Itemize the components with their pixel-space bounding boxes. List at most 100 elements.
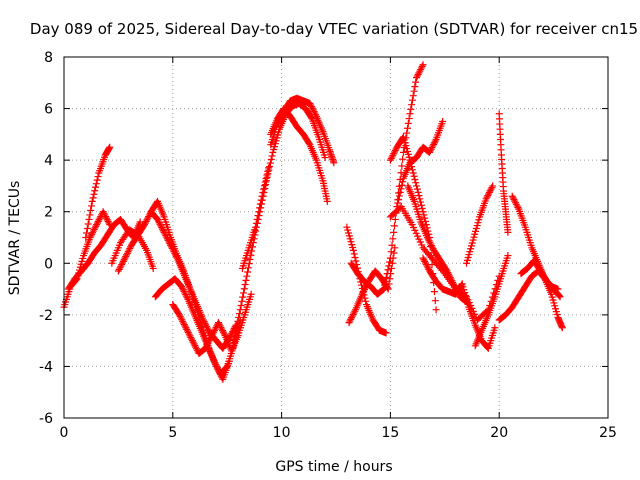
- data-point: [136, 218, 144, 226]
- interpolated-point: [227, 331, 235, 339]
- interpolated-point: [263, 171, 271, 179]
- data-point: [323, 197, 331, 205]
- interpolated-point: [183, 327, 191, 335]
- series-arc-b: [82, 143, 114, 241]
- interpolated-point: [387, 248, 395, 256]
- interpolated-point: [411, 83, 419, 91]
- interpolated-point: [260, 182, 268, 190]
- interpolated-point: [361, 285, 369, 293]
- interpolated-point: [431, 297, 439, 305]
- interpolated-point: [190, 340, 198, 348]
- interpolated-point: [219, 327, 227, 335]
- data-point: [247, 290, 255, 298]
- interpolated-point: [168, 244, 176, 252]
- interpolated-point: [122, 253, 130, 261]
- interpolated-point: [388, 241, 396, 249]
- interpolated-point: [252, 219, 260, 227]
- data-point: [99, 208, 107, 216]
- series-arc-h: [169, 290, 255, 358]
- data-point: [439, 117, 447, 125]
- series-arc-c: [64, 215, 144, 293]
- data-point: [413, 182, 421, 190]
- y-tick-label: -4: [39, 359, 53, 375]
- interpolated-point: [484, 343, 492, 351]
- interpolated-point: [158, 224, 166, 232]
- series-arc-g: [151, 275, 244, 378]
- interpolated-point: [390, 150, 398, 158]
- interpolated-point: [422, 221, 430, 229]
- interpolated-point: [404, 119, 412, 127]
- y-axis-label: SDTVAR / TECUs: [7, 181, 23, 296]
- interpolated-point: [450, 282, 458, 290]
- interpolated-point: [394, 199, 402, 207]
- interpolated-point: [141, 219, 149, 227]
- interpolated-point: [421, 214, 429, 222]
- interpolated-point: [102, 214, 110, 222]
- interpolated-point: [209, 330, 217, 338]
- interpolated-point: [389, 151, 397, 159]
- interpolated-point: [176, 312, 184, 320]
- interpolated-point: [413, 72, 421, 80]
- interpolated-point: [268, 152, 276, 160]
- interpolated-point: [241, 281, 249, 289]
- x-tick-label: 15: [381, 425, 399, 441]
- interpolated-point: [347, 315, 355, 323]
- interpolated-point: [351, 307, 359, 315]
- interpolated-point: [412, 78, 420, 86]
- interpolated-point: [390, 222, 398, 230]
- interpolated-point: [143, 216, 151, 224]
- data-point: [380, 285, 388, 293]
- interpolated-point: [202, 343, 210, 351]
- interpolated-point: [162, 232, 170, 240]
- interpolated-point: [424, 264, 432, 272]
- data-point: [230, 337, 238, 345]
- interpolated-point: [188, 335, 196, 343]
- data-point: [556, 293, 564, 301]
- interpolated-point: [395, 195, 403, 203]
- data-point: [121, 254, 129, 262]
- interpolated-point: [204, 326, 212, 334]
- interpolated-point: [94, 217, 102, 225]
- data-point: [82, 234, 90, 241]
- interpolated-point: [237, 302, 245, 310]
- interpolated-point: [213, 362, 221, 370]
- interpolated-point: [255, 208, 263, 216]
- interpolated-point: [158, 225, 166, 233]
- interpolated-point: [348, 314, 356, 322]
- interpolated-point: [253, 215, 261, 223]
- interpolated-point: [430, 288, 438, 296]
- interpolated-point: [429, 142, 437, 150]
- interpolated-point: [203, 322, 211, 330]
- interpolated-point: [92, 222, 100, 230]
- interpolated-point: [262, 175, 270, 183]
- interpolated-point: [87, 232, 95, 240]
- interpolated-point: [358, 281, 366, 289]
- interpolated-point: [164, 236, 172, 244]
- interpolated-point: [126, 244, 134, 252]
- interpolated-point: [257, 196, 265, 204]
- y-tick-label: 2: [44, 205, 53, 221]
- data-point: [201, 344, 209, 352]
- interpolated-point: [215, 320, 223, 328]
- data-point: [154, 215, 162, 223]
- interpolated-point: [96, 214, 104, 222]
- interpolated-point: [191, 341, 199, 349]
- series-arc-l: [238, 164, 273, 272]
- interpolated-point: [83, 224, 91, 232]
- interpolated-point: [210, 328, 218, 336]
- interpolated-point: [415, 69, 423, 77]
- interpolated-point: [211, 359, 219, 367]
- interpolated-point: [239, 293, 247, 301]
- interpolated-point: [418, 204, 426, 212]
- interpolated-point: [165, 238, 173, 246]
- interpolated-point: [396, 188, 404, 196]
- interpolated-point: [116, 264, 124, 272]
- data-point: [330, 159, 338, 167]
- interpolated-point: [233, 321, 241, 329]
- data-point: [399, 148, 407, 156]
- interpolated-point: [244, 268, 252, 276]
- interpolated-point: [92, 183, 100, 191]
- data-point: [306, 99, 314, 107]
- interpolated-point: [445, 270, 453, 278]
- interpolated-point: [390, 228, 398, 236]
